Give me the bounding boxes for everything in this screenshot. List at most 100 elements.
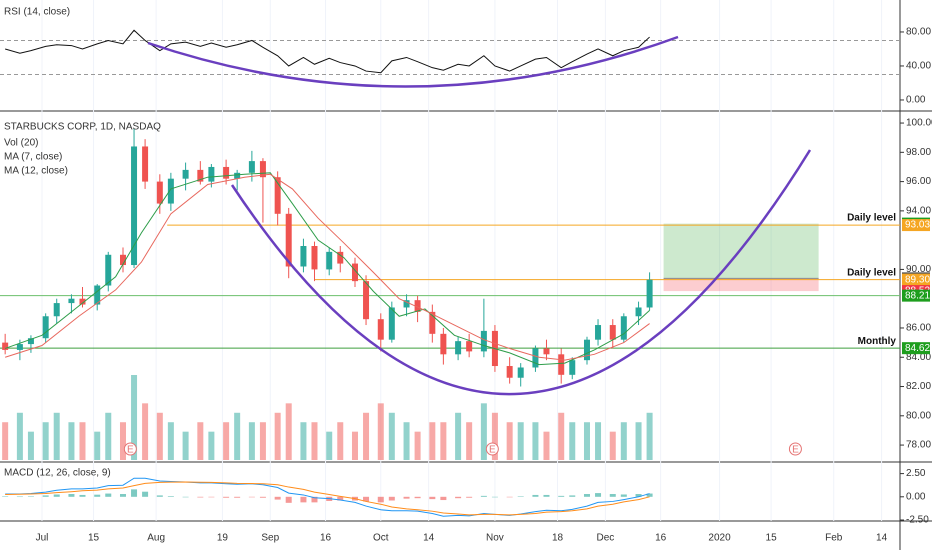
volume-bar <box>351 431 358 460</box>
macd-histogram-bar <box>94 494 101 497</box>
macd-histogram-bar <box>429 496 436 500</box>
volume-bar <box>543 431 550 460</box>
volume-bar <box>491 412 498 460</box>
y-tick-label: 96.00 <box>906 176 931 187</box>
macd-histogram-bar <box>16 496 23 498</box>
x-tick-label: 14 <box>876 533 888 544</box>
macd-histogram-bar <box>506 496 513 498</box>
price-label-box <box>902 289 930 302</box>
candle-body <box>311 246 318 270</box>
candle-body <box>248 161 255 173</box>
earnings-marker <box>788 442 802 456</box>
candle-body <box>94 285 101 305</box>
macd-histogram-bar <box>259 496 266 498</box>
candle-body <box>259 161 266 178</box>
earnings-marker <box>485 442 499 456</box>
volume-bar <box>208 431 215 460</box>
macd-histogram-bar <box>517 496 524 497</box>
candle-body <box>466 341 473 352</box>
rsi-tick-label: 40.00 <box>906 61 931 72</box>
volume-bar <box>429 422 436 460</box>
volume-bar <box>156 412 163 460</box>
candle-body <box>167 178 174 204</box>
ma-title: MA (12, close) <box>4 166 68 177</box>
macd-histogram-bar <box>223 496 230 498</box>
position-target-zone <box>663 223 819 279</box>
candle-body <box>79 298 86 305</box>
moving-average <box>4 172 650 366</box>
y-tick-label: 98.00 <box>906 147 931 158</box>
candle-body <box>609 325 616 340</box>
macd-histogram-bar <box>79 494 86 497</box>
rsi-line <box>5 29 650 74</box>
volume-bar <box>609 431 616 460</box>
y-tick-label: 82.00 <box>906 381 931 392</box>
candle-body <box>16 344 23 350</box>
volume-bar <box>142 403 149 460</box>
macd-histogram-bar <box>142 491 149 497</box>
volume-bar <box>2 422 9 460</box>
volume-bar <box>79 422 86 460</box>
volume-bar <box>105 412 112 460</box>
y-tick-label: 84.00 <box>906 352 931 363</box>
candle-body <box>532 348 539 368</box>
candle-body <box>543 348 550 355</box>
candle-body <box>440 333 447 355</box>
price-cup-drawing <box>230 149 812 396</box>
candle-body <box>208 166 215 182</box>
macd-histogram-bar <box>646 493 653 497</box>
candle-body <box>517 367 524 378</box>
volume-bar <box>259 422 266 460</box>
volume-bar <box>94 431 101 460</box>
macd-histogram-bar <box>248 496 255 498</box>
macd-histogram-bar <box>455 496 462 499</box>
macd-histogram-bar <box>491 496 498 498</box>
macd-histogram-bar <box>595 493 602 497</box>
macd-histogram-bar <box>311 496 318 503</box>
earnings-label: E <box>127 445 134 456</box>
volume-bar <box>466 422 473 460</box>
rsi-tick-label: 0.00 <box>906 95 926 106</box>
candle-body <box>569 360 576 375</box>
candle-body <box>197 169 204 182</box>
volume-bar <box>311 422 318 460</box>
candle-body <box>595 325 602 340</box>
macd-tick-label: 2.50 <box>906 468 926 479</box>
price-label: 89.30 <box>905 274 930 285</box>
rsi-title: RSI (14, close) <box>4 7 70 18</box>
volume-bar <box>182 431 189 460</box>
volume-bar <box>583 422 590 460</box>
macd-histogram-bar <box>119 494 126 497</box>
macd-histogram-bar <box>414 496 421 499</box>
price-label-box <box>902 273 930 286</box>
candle-body <box>388 307 395 340</box>
x-tick-label: 15 <box>88 533 100 544</box>
macd-tick-label: -2.50 <box>906 515 929 526</box>
price-label: 88.21 <box>905 290 930 301</box>
candle-body <box>131 146 138 266</box>
candle-body <box>27 338 34 345</box>
candle-body <box>620 316 627 340</box>
candle-body <box>119 254 126 266</box>
volume-bar <box>506 422 513 460</box>
candle-body <box>234 172 241 179</box>
candle-body <box>182 169 189 179</box>
level-label: Daily level <box>847 267 896 278</box>
macd-histogram-bar <box>208 496 215 498</box>
macd-histogram-bar <box>234 496 241 498</box>
x-tick-label: Nov <box>486 533 504 544</box>
position-stop-zone <box>663 278 819 292</box>
candle-body <box>337 251 344 264</box>
x-tick-label: Jul <box>36 533 49 544</box>
volume-bar <box>285 403 292 460</box>
macd-histogram-bar <box>532 494 539 497</box>
x-tick-label: Dec <box>597 533 615 544</box>
x-tick-label: 16 <box>320 533 332 544</box>
chart-title: STARBUCKS CORP, 1D, NASDAQ <box>4 122 161 133</box>
volume-bar <box>403 422 410 460</box>
candle-body <box>326 251 333 270</box>
earnings-label: E <box>489 445 496 456</box>
x-tick-label: Feb <box>825 533 843 544</box>
